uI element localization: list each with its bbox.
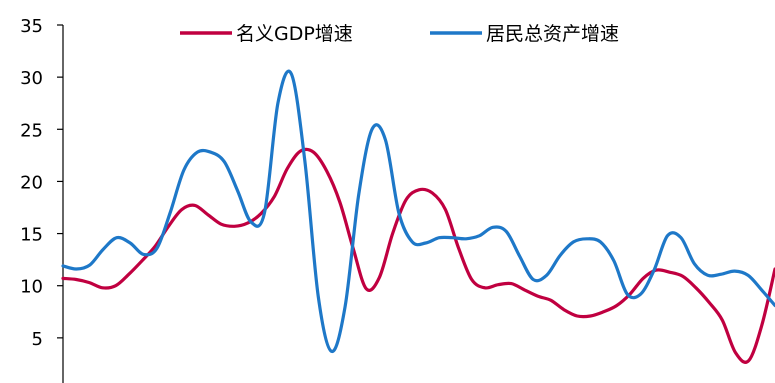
y-tick-label: 35 xyxy=(20,16,43,37)
y-axis: 0 5 10 15 20 25 30 35 xyxy=(20,16,64,383)
plot-lines xyxy=(61,69,775,364)
legend: 名义GDP增速 居民总资产增速 xyxy=(180,23,619,45)
y-tick-label: 30 xyxy=(20,68,43,89)
y-tick-label: 0 xyxy=(32,381,43,383)
y-tick-label: 20 xyxy=(20,172,43,193)
series-line-1 xyxy=(61,147,775,364)
y-tick-label: 5 xyxy=(32,329,43,350)
legend-label-2: 居民总资产增速 xyxy=(486,23,619,45)
y-tick-label: 25 xyxy=(20,120,43,141)
series-line-2 xyxy=(61,69,775,353)
legend-label-1: 名义GDP增速 xyxy=(236,23,353,45)
y-tick-label: 10 xyxy=(20,277,43,298)
y-tick-label: 15 xyxy=(20,225,43,246)
